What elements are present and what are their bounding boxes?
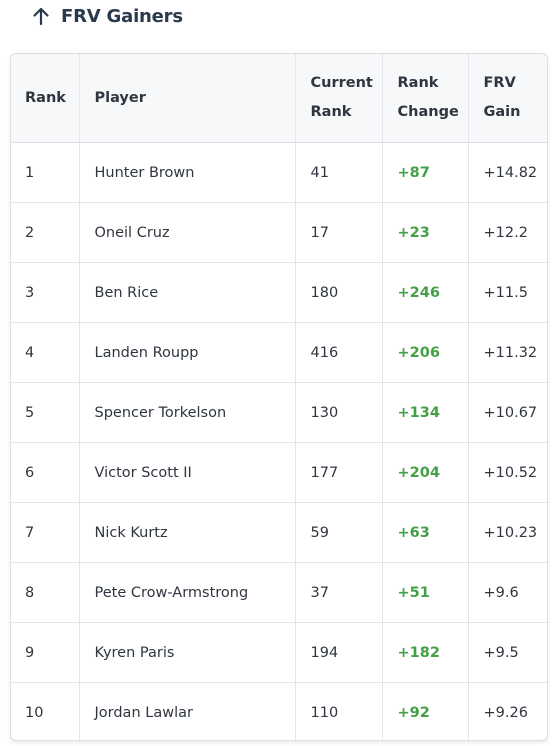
current-rank-cell: 177 bbox=[294, 442, 382, 503]
player-cell: Spencer Torkelson bbox=[78, 382, 295, 443]
rank-change-cell: +246 bbox=[381, 262, 468, 323]
table-row: 10 Jordan Lawlar 110 +92 +9.26 bbox=[11, 682, 547, 740]
frv-gain-cell: +11.32 bbox=[467, 322, 547, 383]
frv-gain-cell: +14.82 bbox=[467, 142, 547, 203]
table-row: 6 Victor Scott II 177 +204 +10.52 bbox=[11, 442, 547, 503]
current-rank-cell: 17 bbox=[294, 202, 382, 263]
player-cell: Kyren Paris bbox=[78, 622, 295, 683]
player-cell: Pete Crow-Armstrong bbox=[78, 562, 295, 623]
table-header-row: Rank Player Current Rank Rank Change FRV Ga… bbox=[11, 54, 547, 143]
player-cell: Nick Kurtz bbox=[78, 502, 295, 563]
table-row: 1 Hunter Brown 41 +87 +14.82 bbox=[11, 142, 547, 203]
frv-gain-cell: +9.26 bbox=[467, 682, 547, 740]
column-header-rank-change[interactable]: Rank Change bbox=[381, 54, 468, 143]
rank-cell: 10 bbox=[25, 704, 44, 721]
current-rank-cell: 194 bbox=[294, 622, 382, 683]
rank-change-cell: +204 bbox=[381, 442, 468, 503]
column-header-rank[interactable]: Rank bbox=[11, 54, 79, 143]
rank-change-cell: +182 bbox=[381, 622, 468, 683]
table-row: 2 Oneil Cruz 17 +23 +12.2 bbox=[11, 202, 547, 263]
table-row: 8 Pete Crow-Armstrong 37 +51 +9.6 bbox=[11, 562, 547, 623]
frv-gain-cell: +11.5 bbox=[467, 262, 547, 323]
current-rank-cell: 37 bbox=[294, 562, 382, 623]
table-row: 7 Nick Kurtz 59 +63 +10.23 bbox=[11, 502, 547, 563]
frv-gain-cell: +12.2 bbox=[467, 202, 547, 263]
rank-change-cell: +134 bbox=[381, 382, 468, 443]
table-row: 4 Landen Roupp 416 +206 +11.32 bbox=[11, 322, 547, 383]
current-rank-cell: 416 bbox=[294, 322, 382, 383]
column-header-current-rank[interactable]: Current Rank bbox=[294, 54, 382, 143]
column-header-frv-gain[interactable]: FRV Gain bbox=[467, 54, 547, 143]
table-row: 3 Ben Rice 180 +246 +11.5 bbox=[11, 262, 547, 323]
rank-change-cell: +206 bbox=[381, 322, 468, 383]
current-rank-cell: 41 bbox=[294, 142, 382, 203]
column-header-player[interactable]: Player bbox=[78, 54, 295, 143]
rank-cell: 4 bbox=[11, 322, 79, 383]
current-rank-cell: 180 bbox=[294, 262, 382, 323]
frv-gain-cell: +9.5 bbox=[467, 622, 547, 683]
arrow-up-icon bbox=[31, 6, 51, 26]
section-header: FRV Gainers bbox=[31, 4, 183, 28]
section-title: FRV Gainers bbox=[61, 5, 183, 27]
table-row: 9 Kyren Paris 194 +182 +9.5 bbox=[11, 622, 547, 683]
rank-cell: 2 bbox=[11, 202, 79, 263]
frv-gain-cell: +10.52 bbox=[467, 442, 547, 503]
rank-change-cell: +87 bbox=[381, 142, 468, 203]
rank-change-cell: +63 bbox=[381, 502, 468, 563]
frv-gain-cell: +10.67 bbox=[467, 382, 547, 443]
rank-cell: 5 bbox=[11, 382, 79, 443]
gainers-table: Rank Player Current Rank Rank Change FRV Ga… bbox=[11, 54, 547, 740]
player-cell: Ben Rice bbox=[78, 262, 295, 323]
player-cell: Victor Scott II bbox=[78, 442, 295, 503]
rank-cell: 9 bbox=[11, 622, 79, 683]
rank-cell: 3 bbox=[11, 262, 79, 323]
gainers-table-card: Rank Player Current Rank Rank Change FRV Ga… bbox=[10, 53, 548, 741]
frv-gain-cell: +9.6 bbox=[467, 562, 547, 623]
current-rank-cell: 110 bbox=[294, 682, 382, 740]
current-rank-cell: 130 bbox=[294, 382, 382, 443]
player-cell: Jordan Lawlar bbox=[78, 682, 295, 740]
player-cell: Oneil Cruz bbox=[78, 202, 295, 263]
rank-change-cell: +51 bbox=[381, 562, 468, 623]
rank-cell: 1 bbox=[11, 142, 79, 203]
player-cell: Landen Roupp bbox=[78, 322, 295, 383]
frv-gain-cell: +10.23 bbox=[467, 502, 547, 563]
rank-cell: 8 bbox=[11, 562, 79, 623]
table-row: 5 Spencer Torkelson 130 +134 +10.67 bbox=[11, 382, 547, 443]
current-rank-cell: 59 bbox=[294, 502, 382, 563]
rank-change-cell: +92 bbox=[381, 682, 468, 740]
rank-cell: 7 bbox=[11, 502, 79, 563]
rank-cell: 6 bbox=[11, 442, 79, 503]
player-cell: Hunter Brown bbox=[78, 142, 295, 203]
table-body: 1 Hunter Brown 41 +87 +14.82 2 Oneil Cruz 17 +23… bbox=[11, 142, 547, 740]
rank-change-cell: +23 bbox=[381, 202, 468, 263]
